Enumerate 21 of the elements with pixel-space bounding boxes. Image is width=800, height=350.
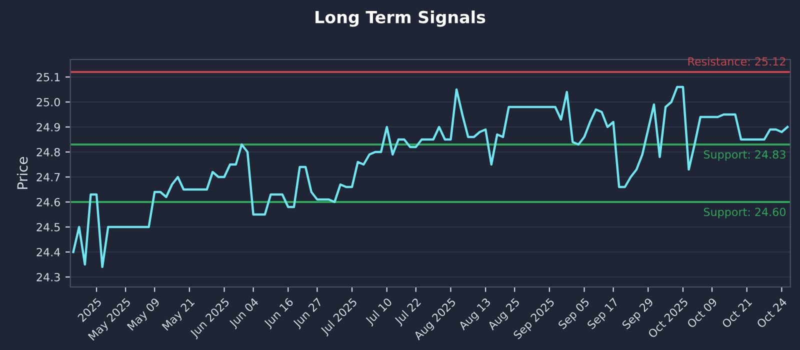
- ref-line-label: Support: 24.60: [704, 208, 786, 218]
- ref-line-label: Support: 24.83: [704, 150, 786, 161]
- ref-line-label: Resistance: 25.12: [688, 57, 786, 66]
- y-tick-label: 24.6: [36, 198, 60, 206]
- x-tick-label: Jul 10: [364, 297, 394, 327]
- x-tick-label: Jul 22: [394, 298, 423, 327]
- y-axis-title: Price: [16, 157, 28, 189]
- x-tick-label: Oct 21: [721, 298, 752, 328]
- y-tick-label: 24.4: [36, 248, 60, 256]
- y-tick-label: 25.0: [36, 98, 60, 106]
- y-tick-label: 25.1: [36, 72, 60, 82]
- line-series: [72, 86, 789, 268]
- y-tick-label: 24.8: [36, 148, 60, 156]
- y-tick-label: 24.7: [36, 172, 60, 182]
- y-tick-label: 24.5: [36, 222, 60, 232]
- x-tick-label: Jun 04: [228, 297, 260, 330]
- x-tick-label: Oct 09: [686, 297, 718, 328]
- x-tick-label: Oct 24: [756, 297, 788, 328]
- y-tick-label: 24.3: [36, 272, 60, 282]
- chart-title: Long Term Signals: [316, 10, 486, 27]
- y-tick-label: 24.9: [36, 122, 60, 132]
